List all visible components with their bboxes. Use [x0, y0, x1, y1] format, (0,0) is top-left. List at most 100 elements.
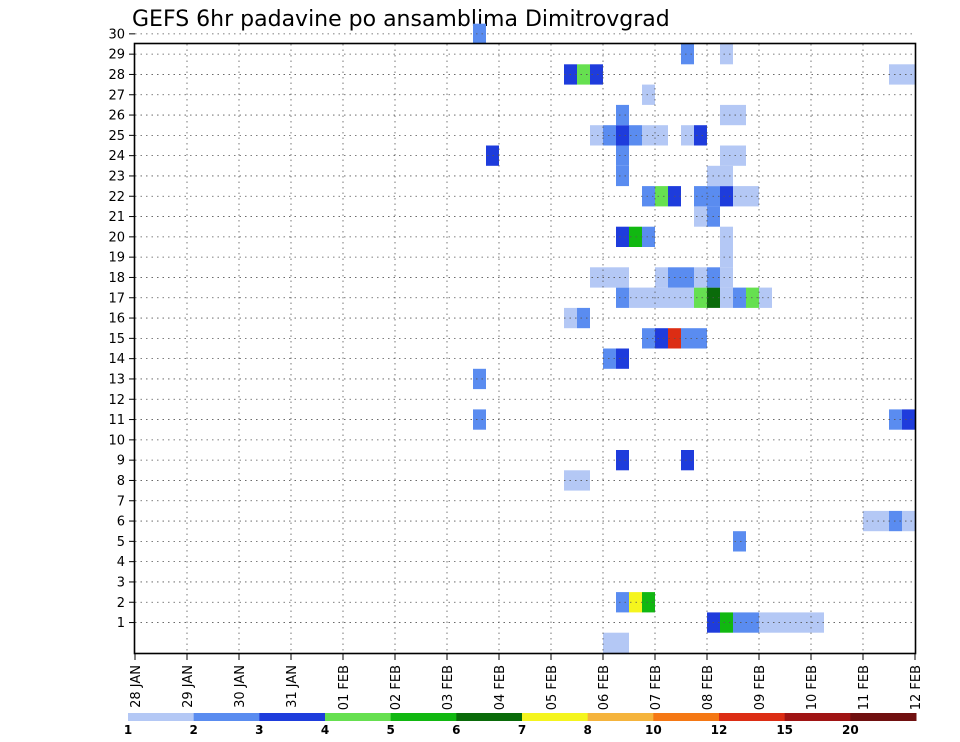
heatmap-cell	[590, 64, 603, 85]
plot-frame	[133, 42, 917, 655]
heatmap-cell	[655, 186, 668, 207]
heatmap-cell	[577, 470, 590, 491]
heatmap-cell	[655, 287, 668, 308]
heatmap-cell	[681, 287, 694, 308]
heatmap-cell	[902, 64, 915, 85]
heatmap-cell	[616, 632, 629, 653]
x-tick-label: 01 FEB	[337, 665, 352, 710]
y-tick-label: 7	[117, 494, 125, 509]
y-tick-label: 6	[117, 515, 125, 530]
colorbar-segment	[193, 713, 260, 721]
heatmap-cell	[733, 186, 746, 207]
heatmap-cell	[616, 104, 629, 126]
heatmap-cell	[694, 206, 707, 227]
colorbar-label: 8	[583, 723, 591, 737]
heatmap-cell	[616, 145, 629, 166]
colorbar-label: 5	[386, 723, 394, 737]
heatmap-cell	[642, 287, 655, 308]
y-tick-label: 11	[108, 413, 125, 428]
y-tick-label: 8	[117, 474, 125, 489]
heatmap-cell	[655, 328, 668, 349]
heatmap-cell	[733, 145, 746, 166]
heatmap-cell	[590, 125, 603, 146]
colorbar-label: 3	[255, 723, 263, 737]
x-tick-label: 08 FEB	[701, 665, 716, 710]
chart-title: GEFS 6hr padavine po ansamblima Dimitrov…	[132, 7, 670, 32]
heatmap-cell	[902, 409, 915, 430]
colorbar-segment	[259, 713, 326, 721]
heatmap-cell	[694, 125, 707, 146]
x-tick-label: 10 FEB	[805, 665, 820, 710]
colorbar-segment	[522, 713, 589, 721]
x-tick-label: 02 FEB	[389, 665, 404, 710]
colorbar-segment	[719, 713, 786, 721]
x-tick-label: 29 JAN	[181, 665, 196, 708]
heatmap-cell	[590, 267, 603, 288]
y-tick-label: 5	[117, 535, 125, 550]
heatmap-cell	[720, 186, 733, 207]
colorbar-label: 20	[842, 723, 859, 737]
x-tick-label: 04 FEB	[493, 665, 508, 710]
y-tick-label: 3	[117, 575, 125, 590]
x-tick-label: 03 FEB	[441, 665, 456, 710]
x-tick-label: 28 JAN	[129, 665, 144, 708]
heatmap-cells	[473, 23, 915, 653]
heatmap-cell	[642, 592, 655, 613]
colorbar-segment	[325, 713, 392, 721]
heatmap-cell	[655, 125, 668, 146]
colorbar-label: 4	[321, 723, 329, 737]
y-tick-label: 16	[108, 312, 125, 327]
colorbar-segment	[784, 713, 851, 721]
heatmap-cell	[603, 632, 616, 653]
heatmap-cell	[642, 328, 655, 349]
heatmap-cell	[785, 612, 798, 633]
colorbar-label: 12	[711, 723, 728, 737]
heatmap-cell	[694, 186, 707, 207]
heatmap-cell	[616, 348, 629, 369]
heatmap-cell	[759, 612, 772, 633]
chart-grid	[135, 33, 915, 653]
colorbar: 1 2 3 4 5 6 7 8 10 12 15 20	[124, 713, 917, 737]
heatmap-cell	[798, 612, 811, 633]
colorbar-segment	[653, 713, 720, 721]
y-tick-label: 4	[117, 555, 125, 570]
heatmap-cell	[876, 510, 889, 532]
heatmap-cell	[681, 328, 694, 349]
x-axis: 28 JAN 29 JAN 30 JAN 31 JAN 01 FEB 02 FEB 03 F…	[129, 653, 924, 710]
heatmap-cell	[642, 226, 655, 247]
heatmap-cell	[681, 267, 694, 288]
y-tick-label: 22	[108, 190, 125, 205]
y-tick-label: 19	[108, 251, 125, 266]
y-tick-label: 23	[108, 169, 125, 184]
y-tick-label: 17	[108, 291, 125, 306]
heatmap-cell	[720, 104, 733, 126]
heatmap-cell	[902, 510, 915, 532]
heatmap-cell	[616, 165, 629, 187]
colorbar-segment	[587, 713, 654, 721]
heatmap-cell	[681, 450, 694, 471]
y-tick-label: 13	[108, 372, 125, 387]
heatmap-cell	[694, 267, 707, 288]
y-tick-label: 15	[108, 332, 125, 347]
heatmap-cell	[720, 44, 733, 65]
x-tick-label: 09 FEB	[753, 665, 768, 710]
x-tick-label: 31 JAN	[285, 665, 300, 708]
colorbar-label: 10	[645, 723, 662, 737]
y-tick-label: 28	[108, 68, 125, 83]
y-tick-label: 24	[108, 149, 125, 164]
heatmap-cell	[642, 125, 655, 146]
heatmap-cell	[720, 165, 733, 187]
colorbar-label: 2	[189, 723, 197, 737]
x-tick-label: 12 FEB	[909, 665, 924, 710]
colorbar-label: 15	[776, 723, 793, 737]
colorbar-label: 1	[124, 723, 132, 737]
heatmap-cell	[616, 450, 629, 471]
heatmap-cell	[720, 267, 733, 288]
heatmap-cell	[616, 125, 629, 146]
heatmap-cell	[642, 186, 655, 207]
y-tick-label: 27	[108, 88, 125, 103]
heatmap-cell	[733, 287, 746, 308]
heatmap-cell	[616, 287, 629, 308]
heatmap-cell	[616, 226, 629, 247]
